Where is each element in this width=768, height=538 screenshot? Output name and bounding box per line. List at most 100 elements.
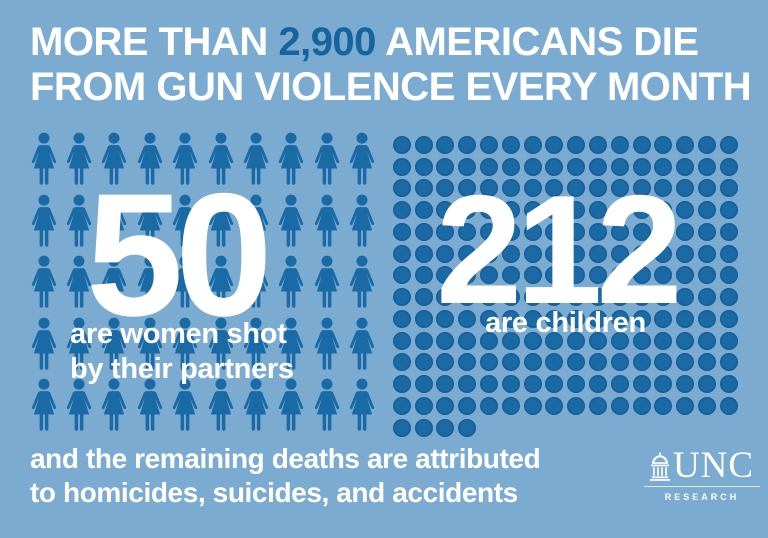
child-dot-icon [458,157,477,176]
child-dot-icon [610,353,629,372]
child-dot-icon [698,309,717,328]
child-dot-icon [480,179,499,198]
child-dot-icon [480,244,499,263]
logo-wordmark: UNC [672,445,755,486]
child-dot-icon [523,157,542,176]
child-dot-icon [589,179,608,198]
child-dot-icon [392,201,411,220]
child-dot-icon [698,157,717,176]
child-dot-icon [523,331,542,350]
child-dot-icon [436,396,455,415]
child-dot-icon [654,135,673,154]
child-dot-icon [654,375,673,394]
child-dot-icon [523,179,542,198]
child-dot-icon [523,353,542,372]
woman-figure-icon [350,378,375,431]
woman-figure-icon [173,378,198,431]
child-dot-icon [610,222,629,241]
child-dot-icon [414,135,433,154]
child-dot-icon [458,201,477,220]
child-dot-icon [545,309,564,328]
woman-figure-icon [66,132,92,185]
child-dot-icon [589,353,608,372]
woman-figure-icon [102,132,127,185]
child-dot-icon [610,135,629,154]
child-dot-icon [501,288,520,307]
child-dot-icon [654,157,673,176]
child-dot-icon [523,222,542,241]
child-dot-icon [654,353,673,372]
child-dot-icon [589,157,608,176]
women-caption-line-2: by their partners [70,353,294,385]
child-dot-icon [610,179,629,198]
woman-figure-icon [31,317,56,370]
child-dot-icon [480,288,499,307]
child-dot-icon [414,201,433,220]
headline-text-pre: MORE THAN [30,20,279,64]
child-dot-icon [567,179,586,198]
child-dot-icon [698,222,717,241]
woman-figure-icon [279,378,304,431]
child-dot-icon [501,309,520,328]
child-dot-icon [654,309,673,328]
child-dot-icon [567,396,586,415]
child-dot-icon [698,179,717,198]
child-dot-icon [436,266,455,285]
child-dot-icon [610,396,629,415]
child-dot-icon [392,222,411,241]
child-dot-icon [567,157,586,176]
child-dot-icon [458,266,477,285]
child-dot-icon [610,157,629,176]
child-dot-icon [589,375,608,394]
child-dot-icon [719,201,738,220]
child-dot-icon [436,309,455,328]
child-dot-icon [523,266,542,285]
child-dot-icon [632,157,651,176]
child-dot-icon [458,222,477,241]
child-dot-icon [719,375,738,394]
child-dot-icon [458,288,477,307]
woman-figure-icon [137,194,163,247]
child-dot-icon [567,201,586,220]
child-dot-icon [545,288,564,307]
child-dot-icon [480,396,499,415]
child-dot-icon [676,396,695,415]
child-dot-icon [676,201,695,220]
child-dot-icon [654,266,673,285]
child-dot-icon [719,288,738,307]
headline-text-post: AMERICANS DIE [375,20,699,64]
child-dot-icon [501,266,520,285]
woman-figure-icon [208,378,233,431]
child-dot-icon [414,244,433,263]
woman-figure-icon [350,132,375,185]
child-dot-icon [480,135,499,154]
child-dot-icon [676,157,695,176]
child-dot-icon [436,179,455,198]
women-caption: are women shot by their partners [70,317,294,387]
child-dot-icon [414,157,433,176]
child-dot-icon [676,375,695,394]
child-dot-icon [698,396,717,415]
woman-figure-icon [243,194,269,247]
child-dot-icon [632,266,651,285]
child-dot-icon [698,135,717,154]
woman-figure-icon [243,255,269,308]
child-dot-icon [698,353,717,372]
child-dot-icon [436,331,455,350]
child-dot-icon [632,288,651,307]
child-dot-icon [501,179,520,198]
unc-research-logo: UNC RESEARCH [644,445,760,502]
child-dot-icon [414,396,433,415]
woman-figure-icon [31,378,56,431]
woman-figure-icon [137,255,163,308]
child-dot-icon [392,396,411,415]
logo-row: UNC [644,445,760,486]
old-well-icon [649,452,670,481]
child-dot-icon [719,157,738,176]
child-dot-icon [589,201,608,220]
child-dot-icon [567,288,586,307]
woman-figure-icon [102,194,127,247]
child-dot-icon [458,375,477,394]
woman-figure-icon [66,317,92,370]
child-dot-icon [414,266,433,285]
